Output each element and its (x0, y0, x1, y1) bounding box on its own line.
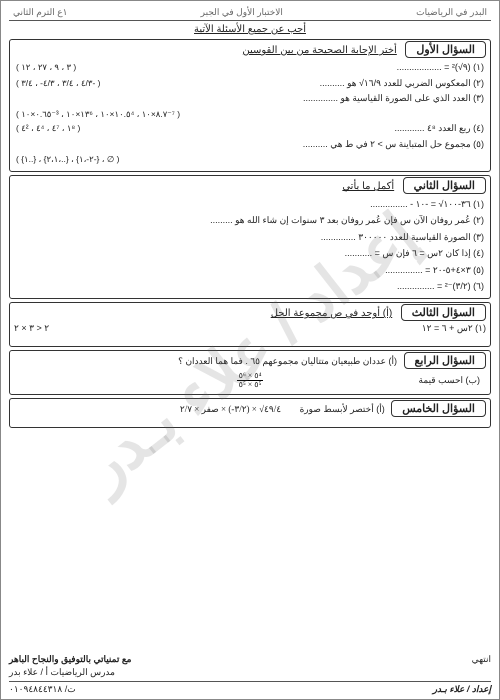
section-3-title: السؤال الثالث (401, 304, 486, 321)
section-1-title: السؤال الأول (405, 41, 486, 58)
q3-cols: (١) ٢س + ٦ = ١٢ ٢ < ٣ × ٢ (14, 323, 486, 334)
q4-a: (أ) عددان طبيعيان متتاليان مجموعهم ٦٥ . … (174, 355, 401, 367)
q5-a: (أ) أختصر لأبسط صورة (296, 403, 389, 415)
footer-end: انتهي (472, 654, 491, 665)
header-left: ١ع الترم الثاني (13, 7, 67, 18)
section-3: السؤال الثالث (أ) أوجد في ص مجموعة الحل … (9, 302, 491, 347)
q2-3: (٣) الصورة القياسية للعدد ٣٠٠٠٠٠ .......… (14, 229, 486, 245)
section-2: السؤال الثاني أكمل ما يأتي (١) ٣٦-١٠٠√ =… (9, 175, 491, 299)
q2-5: (٥) ٣×٤+٥-٢٠ = ............... (14, 262, 486, 278)
exam-page: إعداد / علاء بـدر البدر في الرياضيات الا… (0, 0, 500, 700)
credit: إعداد / علاء بـدر (433, 684, 491, 695)
header-right: البدر في الرياضيات (416, 7, 487, 18)
q1-3: (٣) العدد الذي على الصورة القياسية هو ..… (14, 91, 486, 107)
q1-1: (١) (٩√)² = ..................( ٣ ، ٩ ، … (14, 60, 486, 76)
q4-fraction: ٥⁴ × ٥⁶ ٥⁵ × ٥⁵ (237, 372, 264, 389)
section-4: السؤال الرابع (أ) عددان طبيعيان متتاليان… (9, 350, 491, 395)
section-2-instruction: أكمل ما يأتي (342, 181, 394, 192)
header-center: الاختبار الأول في الجبر (201, 7, 283, 18)
q1-2: (٢) المعكوس الضربي للعدد ١٦/٩√ هو ......… (14, 76, 486, 92)
q1-3-opts: ( ٠.٦٥×١٠⁻³ ، ١٣×١٠⁶ ، ١٠.٥×١٠⁴ ، ٨.٧×١٠… (14, 107, 486, 122)
section-3-instruction: (أ) أوجد في ص مجموعة الحل (271, 308, 393, 319)
q4-b-label: (ب) احسب قيمة (419, 374, 480, 388)
q5-expr: ٤٩/٤√ × (٣/٢-) × صفر × ٢/٧ (176, 403, 285, 415)
q3-col1: (١) ٢س + ٦ = ١٢ (259, 323, 486, 334)
q1-4: (٤) ربع العدد ٤⁸ ............( ٤² ، ٤⁴ ،… (14, 121, 486, 137)
q2-2: (٢) عُمر روفان الآن س فإن عُمر روفان بعد… (14, 212, 486, 228)
section-2-title: السؤال الثاني (403, 177, 486, 194)
header: البدر في الرياضيات الاختبار الأول في الج… (9, 5, 491, 21)
main-instruction: أجب عن جميع الأسئلة الآتية (9, 24, 491, 35)
footer: انتهي مع تمنياتي بالتوفيق والنجاح الباهر… (9, 653, 491, 695)
section-5-title: السؤال الخامس (391, 400, 486, 417)
section-1: السؤال الأول أختر الإجابة الصحيحة من بين… (9, 39, 491, 172)
footer-teacher: مدرس الرياضيات أ / علاء بدر (9, 667, 115, 678)
footer-wish: مع تمنياتي بالتوفيق والنجاح الباهر (9, 654, 131, 665)
q4-b-row: (ب) احسب قيمة ٥⁴ × ٥⁶ ٥⁵ × ٥⁵ (14, 371, 486, 390)
q3-col2: ٢ < ٣ × ٢ (14, 323, 241, 334)
q2-1: (١) ٣٦-١٠٠√ = -١٠ - ............... (14, 196, 486, 212)
phone: ت/ ٠١٠٩٤٨٤٤٣١٨ (9, 684, 76, 695)
q2-4: (٤) إذا كان ٢س = ٦ فإن س = ........... (14, 245, 486, 261)
q2-6: (٦) (٣/٢)⁻² = ............... (14, 278, 486, 294)
q1-5: (٥) مجموع حل المتباينة س > ٢ في ط هي ...… (14, 137, 486, 153)
section-5: السؤال الخامس (أ) أختصر لأبسط صورة ٤٩/٤√… (9, 398, 491, 428)
q1-5-opts: ( {١..} ، {٢،١،..} ، {٢-،١-} ، ∅ ) (14, 152, 486, 167)
section-1-instruction: أختر الإجابة الصحيحة من بين القوسين (242, 45, 396, 56)
section-4-title: السؤال الرابع (404, 352, 486, 369)
